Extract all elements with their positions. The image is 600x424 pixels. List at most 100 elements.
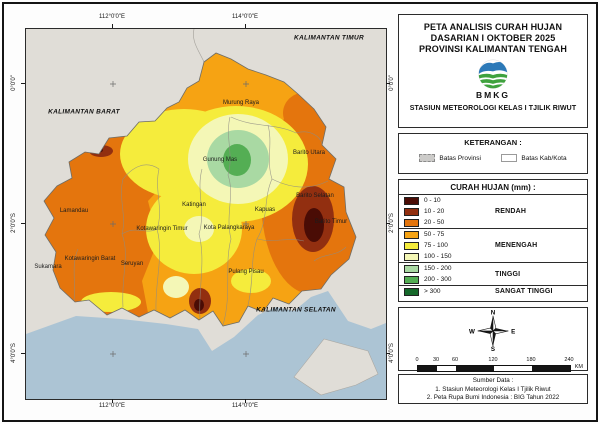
district-label: Sukamara [34, 264, 62, 270]
scale-segment [456, 366, 494, 371]
bmkg-logo-icon [478, 59, 508, 89]
bmkg-logo-text: BMKG [476, 90, 510, 100]
district-label: Seruyan [120, 261, 144, 267]
scale-bar-segments [417, 365, 571, 372]
latitude-label: 2°0'0"S [11, 213, 17, 233]
graticule-tick [386, 223, 390, 224]
region-100-150 [184, 216, 214, 242]
legend-item-batas-kabkota: Batas Kab/Kota [501, 154, 567, 162]
graticule-tick [112, 399, 113, 403]
map-title-line3: PROVINSI KALIMANTAN TENGAH [419, 44, 567, 54]
region-0-10 [194, 299, 204, 311]
source-panel: Sumber Data : 1. Stasiun Meteorologi Kel… [398, 374, 588, 404]
longitude-label: 114°0'0"E [232, 403, 258, 409]
longitude-label: 114°0'0"E [232, 14, 258, 20]
region-0-10 [304, 208, 324, 242]
range-label: 100 - 150 [424, 253, 452, 260]
compass-w-label: W [469, 328, 475, 335]
graticule-tick [21, 353, 25, 354]
range-label: 0 - 10 [424, 197, 441, 204]
kalsel-coast-tip [293, 338, 379, 396]
legend-row: 10 - 20 [404, 206, 495, 217]
color-swatch [404, 230, 419, 239]
color-swatch [404, 275, 419, 284]
category-label: MENENGAH [495, 242, 538, 249]
district-label: Katingan [182, 202, 206, 208]
color-swatch [404, 264, 419, 273]
graticule-crosses [110, 81, 249, 357]
compass-scale-panel: N E S W 0 30 60 120 180 240 KM [398, 307, 588, 374]
district-label: Murung Raya [222, 100, 260, 106]
legend-boundaries-panel: KETERANGAN : Batas Provinsi Batas Kab/Ko… [398, 133, 588, 174]
legend-group-menengah: 50 - 75 75 - 100 100 - 150 MENENGAH [399, 228, 587, 262]
map-canvas[interactable]: KALIMANTAN BARAT KALIMANTAN TIMUR KALIMA… [25, 28, 387, 400]
district-label: Barito Timur [314, 219, 348, 225]
batas-kabkota-label: Batas Kab/Kota [521, 154, 567, 162]
title-panel: PETA ANALISIS CURAH HUJAN DASARIAN I OKT… [398, 14, 588, 128]
scale-tick-label: 0 [415, 357, 419, 363]
range-label: 75 - 100 [424, 242, 448, 249]
range-label: > 300 [424, 288, 441, 295]
batas-provinsi-label: Batas Provinsi [439, 154, 481, 162]
source-header: Sumber Data : [472, 377, 514, 384]
scale-tick-label: 120 [488, 357, 498, 363]
graticule-tick [112, 24, 113, 28]
graticule-tick [245, 399, 246, 403]
neighbor-boundary [193, 29, 205, 63]
legend-row: 20 - 50 [404, 217, 495, 228]
legend-item-batas-provinsi: Batas Provinsi [419, 154, 481, 162]
scale-segment [437, 366, 456, 371]
source-line: 1. Stasiun Meteorologi Kelas I Tjilik Ri… [435, 385, 551, 393]
graticule-tick [245, 24, 246, 28]
district-label: Pulang Pisau [228, 269, 264, 275]
category-label: RENDAH [495, 208, 527, 215]
latitude-label: 0°0'0" [389, 75, 395, 91]
category-label: TINGGI [495, 270, 521, 278]
district-label: Kapuas [254, 207, 276, 213]
scale-tick-label: 180 [526, 357, 536, 363]
district-boundaries [73, 116, 347, 326]
station-name: STASIUN METEOROLOGI KELAS I TJILIK RIWUT [409, 105, 577, 112]
source-line: 2. Peta Rupa Bumi Indonesia : BIG Tahun … [426, 394, 560, 402]
scale-segment [532, 366, 570, 371]
color-swatch [404, 218, 419, 227]
range-label: 150 - 200 [424, 265, 452, 272]
district-label: Kotawaringin Barat [64, 256, 116, 262]
sea [26, 291, 386, 399]
latitude-label: 2°0'0"S [389, 213, 395, 233]
scale-unit-label: KM [574, 364, 583, 370]
region-label-kalimantan-selatan: KALIMANTAN SELATAN [256, 306, 336, 314]
scale-bar: 0 30 60 120 180 240 KM [415, 357, 583, 374]
keterangan-header: KETERANGAN : [464, 138, 522, 147]
legend-row: 200 - 300 [404, 274, 495, 285]
district-label: Gunung Mas [202, 157, 238, 163]
batas-kabkota-swatch [501, 154, 518, 162]
compass-star [477, 315, 509, 347]
longitude-label: 112°0'0"E [99, 14, 125, 20]
region-75-100 [231, 269, 271, 293]
district-label: Kotawaringin Timur [136, 226, 188, 232]
legend-row: 50 - 75 [404, 229, 495, 240]
graticule-tick [21, 223, 25, 224]
graticule-tick [386, 83, 390, 84]
color-swatch [404, 252, 419, 261]
compass-s-label: S [491, 346, 495, 351]
category-label: SANGAT TINGGI [495, 288, 553, 295]
district-label: Kota Palangkaraya [203, 225, 255, 231]
region-label-kalimantan-timur: KALIMANTAN TIMUR [293, 34, 365, 42]
map-title-line1: PETA ANALISIS CURAH HUJAN [423, 22, 563, 32]
range-label: 200 - 300 [424, 276, 452, 283]
scale-tick-label: 240 [564, 357, 574, 363]
rainfall-legend-panel: CURAH HUJAN (mm) : 0 - 10 10 - 20 20 - 5… [398, 179, 588, 302]
scale-segment [494, 366, 532, 371]
district-label: Barito Utara [292, 150, 326, 156]
legend-row: > 300 [404, 286, 495, 297]
latitude-label: 4°0'0"S [11, 343, 17, 363]
color-swatch [404, 241, 419, 250]
region-label-kalimantan-barat: KALIMANTAN BARAT [48, 108, 120, 116]
color-swatch [404, 207, 419, 216]
range-label: 10 - 20 [424, 208, 445, 215]
graticule-tick [386, 353, 390, 354]
longitude-label: 112°0'0"E [99, 403, 125, 409]
graticule-tick [21, 83, 25, 84]
